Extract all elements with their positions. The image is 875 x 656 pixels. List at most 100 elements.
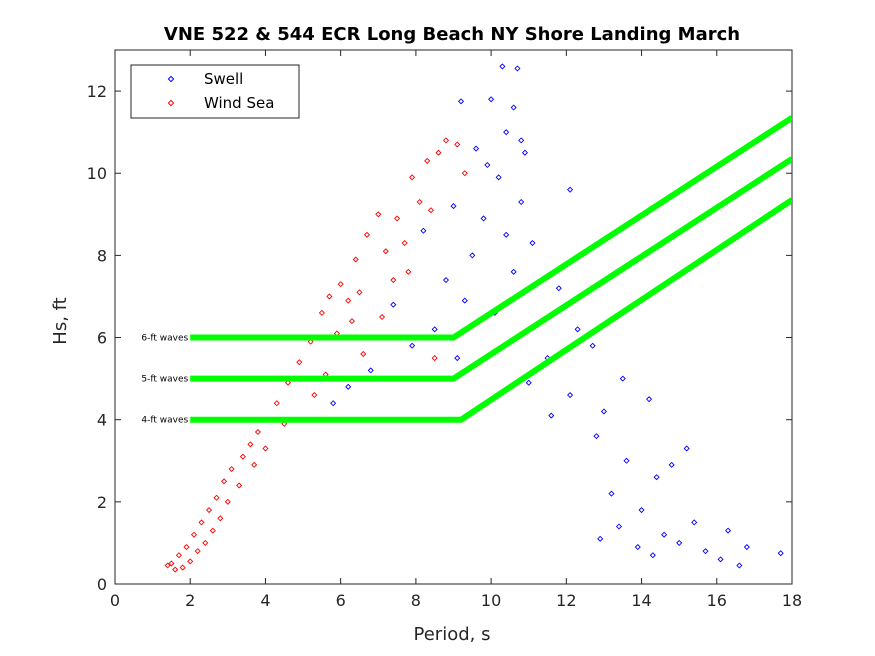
data-point: [488, 96, 495, 103]
data-point: [743, 543, 750, 551]
data-point: [514, 65, 521, 72]
data-point: [382, 248, 389, 255]
y-tick-label: 12: [87, 82, 107, 101]
data-point: [454, 141, 461, 148]
data-point: [702, 548, 709, 555]
data-point: [615, 523, 623, 530]
data-point: [646, 396, 653, 403]
data-point: [236, 482, 243, 489]
data-point: [525, 379, 532, 386]
data-point: [503, 129, 510, 136]
data-point: [457, 98, 465, 105]
y-tick-label: 8: [97, 246, 107, 265]
y-tick-label: 10: [87, 164, 107, 183]
data-point: [567, 186, 574, 193]
data-point: [473, 145, 480, 152]
data-point: [190, 531, 198, 538]
x-tick-label: 18: [782, 591, 802, 610]
x-tick-label: 2: [185, 591, 195, 610]
data-point: [427, 207, 434, 214]
plot-area: 6-ft waves 5-ft waves 4-ft waves: [114, 49, 793, 585]
data-point: [510, 268, 517, 275]
data-point: [653, 474, 660, 481]
threshold-label: 5-ft waves: [141, 375, 188, 385]
data-point: [224, 498, 231, 505]
data-point: [405, 268, 412, 275]
data-point: [296, 359, 303, 366]
data-point: [619, 375, 626, 382]
data-point: [480, 215, 487, 222]
data-point: [461, 297, 468, 304]
data-point: [213, 494, 220, 501]
legend-box: [130, 64, 300, 119]
chart-title: VNE 522 & 544 ECR Long Beach NY Shore La…: [164, 24, 740, 45]
data-point: [409, 174, 416, 181]
data-point: [360, 350, 367, 358]
data-point: [521, 149, 528, 156]
data-layer: [164, 63, 792, 573]
data-point: [555, 285, 562, 292]
data-point: [209, 527, 216, 534]
data-point: [254, 428, 261, 436]
y-tick-label: 2: [97, 493, 107, 512]
data-point: [409, 342, 416, 349]
data-point: [736, 562, 743, 569]
data-point: [469, 252, 476, 259]
data-point: [589, 342, 596, 349]
legend-entry: Swell: [204, 70, 243, 88]
data-point: [318, 309, 325, 316]
data-point: [450, 203, 457, 210]
data-point: [284, 379, 292, 386]
data-point: [356, 289, 363, 296]
x-tick-label: 6: [336, 591, 346, 610]
data-point: [574, 326, 581, 333]
data-point: [205, 507, 213, 514]
data-point: [175, 552, 182, 559]
data-point: [281, 420, 288, 427]
data-point: [442, 276, 450, 284]
data-point: [348, 318, 355, 325]
x-axis: 0 2 4 6 8 10 12 14 16 18: [110, 50, 802, 610]
data-point: [777, 550, 784, 557]
data-point: [683, 445, 690, 452]
data-point: [431, 326, 438, 333]
data-point: [239, 453, 246, 460]
data-point: [518, 198, 525, 206]
data-point: [228, 465, 235, 473]
x-tick-label: 0: [110, 591, 120, 610]
data-point: [179, 564, 186, 571]
data-point: [420, 227, 427, 234]
data-point: [518, 137, 525, 144]
data-point: [638, 507, 645, 514]
data-point: [495, 174, 502, 181]
x-axis-label: Period, s: [414, 624, 491, 645]
series-0: [330, 63, 784, 569]
data-point: [183, 543, 190, 551]
legend-entry: Wind Sea: [204, 94, 274, 112]
data-point: [567, 392, 574, 399]
data-point: [623, 457, 630, 464]
data-point: [435, 149, 442, 156]
data-point: [262, 445, 269, 452]
data-point: [390, 276, 397, 284]
y-tick-label: 4: [97, 411, 107, 430]
data-point: [330, 400, 337, 407]
data-point: [454, 355, 461, 362]
data-point: [676, 539, 683, 546]
data-point: [461, 170, 468, 177]
threshold-line-1: [190, 156, 792, 382]
data-point: [251, 461, 258, 468]
data-point: [394, 215, 401, 222]
x-tick-label: 14: [631, 591, 651, 610]
data-point: [337, 281, 344, 288]
data-point: [691, 519, 698, 526]
data-point: [172, 566, 179, 573]
data-point: [345, 383, 352, 390]
data-point: [202, 539, 209, 546]
y-axis: 0 2 4 6 8 10 12: [87, 82, 792, 594]
data-point: [499, 63, 506, 70]
y-tick-label: 6: [97, 329, 107, 348]
data-point: [717, 556, 724, 563]
data-point: [401, 240, 408, 247]
data-point: [367, 367, 374, 374]
